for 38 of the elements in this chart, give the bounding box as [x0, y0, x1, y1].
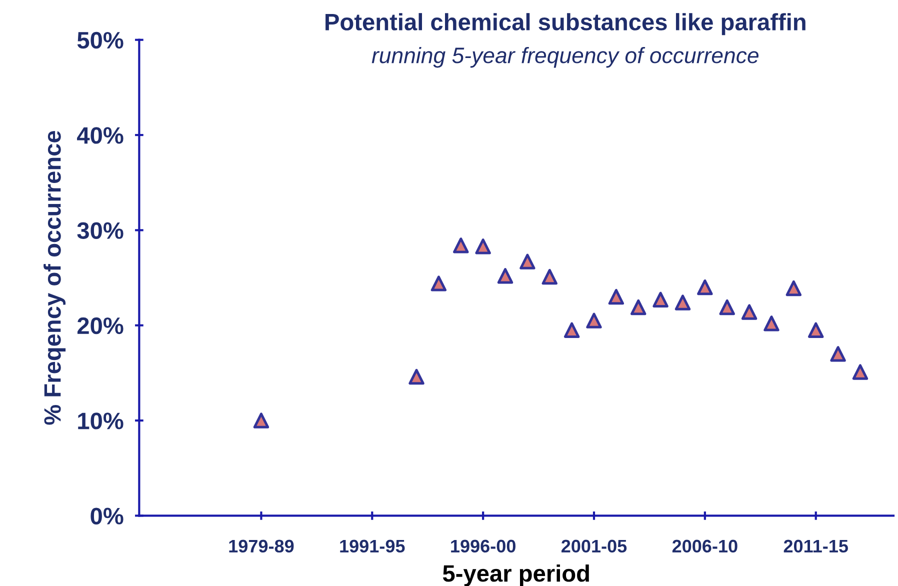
- point: [453, 238, 469, 254]
- y-tick-label: 0%: [90, 508, 124, 524]
- point: [497, 268, 514, 284]
- point: [674, 294, 691, 310]
- point: [520, 254, 536, 270]
- point: [764, 316, 780, 332]
- point: [741, 304, 758, 320]
- x-tick-label: 1991-95: [340, 540, 405, 553]
- point: [808, 322, 824, 338]
- point: [564, 322, 580, 338]
- x-tick-label: 2001-05: [562, 540, 627, 553]
- chart-subtitle: running 5-year frequency of occurrence: [372, 46, 759, 68]
- point: [652, 292, 668, 308]
- y-tick-label: 10%: [78, 412, 124, 430]
- x-tick-label: 2006-10: [672, 540, 738, 553]
- y-tick-label: 50%: [77, 32, 124, 49]
- point: [719, 299, 735, 316]
- y-tick-label: 40%: [77, 127, 124, 144]
- point: [586, 312, 602, 328]
- x-axis-title: 5-year period: [442, 564, 589, 586]
- x-tick-label: 2011-15: [784, 540, 848, 553]
- point: [697, 279, 713, 296]
- point: [630, 299, 646, 316]
- x-tick-label: 1979-89: [229, 540, 294, 553]
- point: [475, 238, 491, 254]
- point: [542, 268, 558, 285]
- y-tick-label: 30%: [77, 222, 124, 239]
- point: [430, 276, 447, 292]
- point: [852, 364, 868, 380]
- point: [408, 368, 424, 385]
- chart-title: Potential chemical substances like paraffin: [326, 13, 806, 36]
- point: [786, 280, 802, 296]
- point: [608, 288, 624, 305]
- y-axis-title: % Freqency of occurrence: [44, 130, 66, 425]
- point: [830, 346, 846, 362]
- y-tick-label: 20%: [77, 317, 124, 334]
- x-tick-label: 1996-00: [451, 540, 516, 553]
- point: [253, 412, 270, 428]
